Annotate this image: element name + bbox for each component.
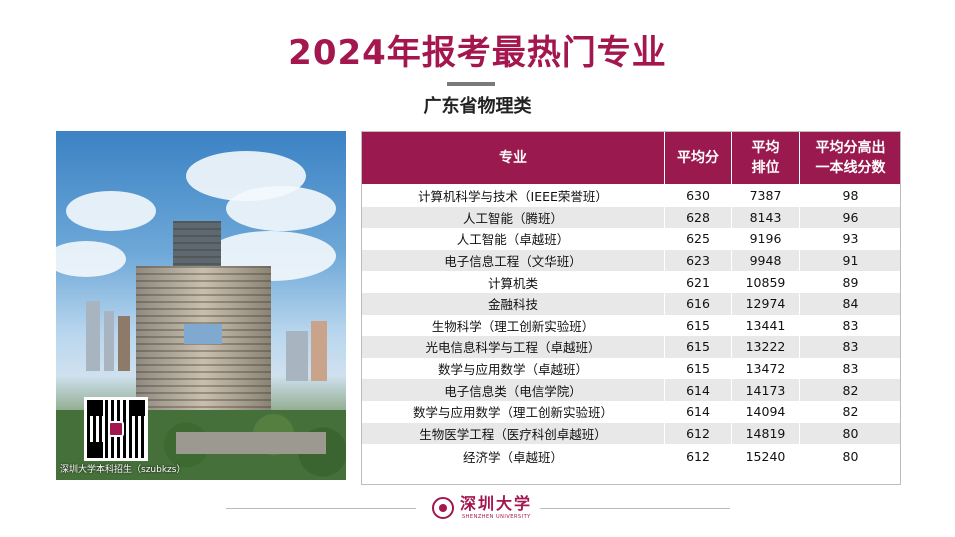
table-row: 经济学（卓越班） 612 15240 80 (361, 444, 902, 469)
cell-score-above-line: 91 (799, 249, 902, 272)
cell-major: 人工智能（腾班） (361, 206, 665, 229)
column-header-average-score: 平均分 (664, 131, 732, 185)
cell-score-above-line: 89 (799, 271, 902, 293)
qr-pattern (87, 400, 145, 458)
cell-major: 数学与应用数学（理工创新实验班） (361, 400, 665, 423)
cell-score-above-line: 84 (799, 292, 902, 315)
main-building-upper (173, 221, 221, 271)
background-building (86, 301, 100, 371)
cell-average-score: 614 (664, 400, 732, 423)
campus-photo: 深圳大学本科招生（szubkzs） (56, 131, 346, 480)
cell-average-rank: 13222 (731, 336, 800, 358)
logo-name: 深圳大学 (460, 494, 533, 513)
footer-divider-right (540, 508, 730, 509)
cell-score-above-line: 96 (799, 206, 902, 229)
cloud-shape (226, 186, 336, 231)
cell-major: 金融科技 (361, 292, 665, 315)
majors-table: 专业 平均分 平均 排位 平均分高出 一本线分数 计算机科学与技术（IEEE荣誉… (361, 131, 902, 469)
cell-average-rank: 13472 (731, 357, 800, 380)
cell-average-rank: 14819 (731, 422, 800, 445)
title-underline-divider (447, 82, 495, 86)
cell-major: 光电信息科学与工程（卓越班） (361, 336, 665, 358)
footer-divider-left (226, 508, 416, 509)
table-row: 电子信息工程（文华班） 623 9948 91 (361, 249, 902, 272)
cell-score-above-line: 93 (799, 228, 902, 250)
cell-major: 电子信息工程（文华班） (361, 249, 665, 272)
background-building (104, 311, 114, 371)
column-header-average-rank: 平均 排位 (731, 131, 800, 185)
background-building (311, 321, 327, 381)
cell-average-rank: 8143 (731, 206, 800, 229)
cell-major: 计算机科学与技术（IEEE荣誉班） (361, 184, 665, 207)
cell-average-rank: 10859 (731, 271, 800, 293)
cell-average-score: 615 (664, 357, 732, 380)
logo-english-name: SHENZHEN UNIVERSITY (462, 514, 531, 520)
table-row: 光电信息科学与工程（卓越班） 615 13222 83 (361, 336, 902, 358)
page-subtitle: 广东省物理类 (423, 96, 532, 117)
cell-average-rank: 13441 (731, 314, 800, 337)
cell-average-score: 628 (664, 206, 732, 229)
cell-major: 电子信息类（电信学院） (361, 379, 665, 401)
cell-score-above-line: 83 (799, 357, 902, 380)
cloud-shape (56, 241, 126, 277)
table-row: 计算机科学与技术（IEEE荣誉班） 630 7387 98 (361, 184, 902, 207)
cell-score-above-line: 82 (799, 400, 902, 423)
cell-average-score: 612 (664, 422, 732, 445)
cell-average-rank: 15240 (731, 444, 800, 469)
cell-average-score: 612 (664, 444, 732, 469)
cell-average-score: 616 (664, 292, 732, 315)
cell-major: 生物医学工程（医疗科创卓越班） (361, 422, 665, 445)
cell-score-above-line: 80 (799, 422, 902, 445)
cell-average-score: 614 (664, 379, 732, 401)
cell-average-score: 623 (664, 249, 732, 272)
cell-average-score: 615 (664, 314, 732, 337)
cell-major: 生物科学（理工创新实验班） (361, 314, 665, 337)
table-row: 人工智能（卓越班） 625 9196 93 (361, 228, 902, 250)
cell-average-score: 630 (664, 184, 732, 207)
cell-average-score: 625 (664, 228, 732, 250)
university-logo: 深圳大学 SHENZHEN UNIVERSITY (432, 494, 537, 524)
cell-major: 经济学（卓越班） (361, 444, 665, 469)
cell-average-score: 621 (664, 271, 732, 293)
page-title: 2024年报考最热门专业 (288, 33, 667, 73)
background-building (118, 316, 130, 371)
building-opening (184, 324, 222, 344)
qr-code[interactable] (84, 397, 148, 461)
background-building (286, 331, 308, 381)
column-header-score-above-line: 平均分高出 一本线分数 (799, 131, 902, 185)
cell-major: 数学与应用数学（卓越班） (361, 357, 665, 380)
cell-average-rank: 14094 (731, 400, 800, 423)
table-row: 生物科学（理工创新实验班） 615 13441 83 (361, 314, 902, 337)
cell-average-rank: 9948 (731, 249, 800, 272)
table-row: 人工智能（腾班） 628 8143 96 (361, 206, 902, 229)
university-seal-icon (432, 497, 454, 519)
cell-score-above-line: 83 (799, 314, 902, 337)
qr-logo-icon (108, 421, 124, 437)
cell-average-rank: 7387 (731, 184, 800, 207)
cell-score-above-line: 80 (799, 444, 902, 469)
cell-score-above-line: 82 (799, 379, 902, 401)
table-row: 数学与应用数学（卓越班） 615 13472 83 (361, 357, 902, 380)
column-header-major: 专业 (361, 131, 665, 185)
table-header-row: 专业 平均分 平均 排位 平均分高出 一本线分数 (361, 131, 902, 185)
table-row: 电子信息类（电信学院） 614 14173 82 (361, 379, 902, 401)
cell-major: 计算机类 (361, 271, 665, 293)
cell-average-score: 615 (664, 336, 732, 358)
cell-average-rank: 12974 (731, 292, 800, 315)
cloud-shape (66, 191, 156, 231)
table-row: 数学与应用数学（理工创新实验班） 614 14094 82 (361, 400, 902, 423)
cell-major: 人工智能（卓越班） (361, 228, 665, 250)
cell-average-rank: 14173 (731, 379, 800, 401)
plaza (176, 432, 326, 454)
table-row: 金融科技 616 12974 84 (361, 292, 902, 315)
cell-score-above-line: 98 (799, 184, 902, 207)
qr-caption: 深圳大学本科招生（szubkzs） (60, 465, 186, 475)
table-row: 生物医学工程（医疗科创卓越班） 612 14819 80 (361, 422, 902, 445)
table-row: 计算机类 621 10859 89 (361, 271, 902, 293)
cell-score-above-line: 83 (799, 336, 902, 358)
cell-average-rank: 9196 (731, 228, 800, 250)
